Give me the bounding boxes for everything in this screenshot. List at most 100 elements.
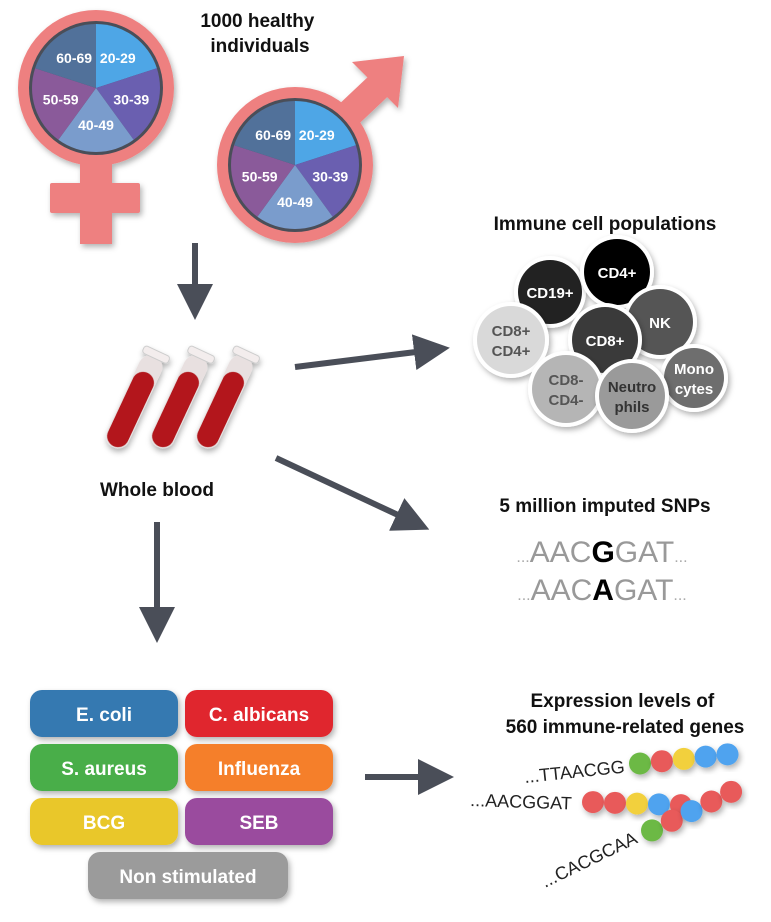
tube-blood xyxy=(197,371,245,448)
snp-sequence: ...AACGGAT... xyxy=(516,536,687,569)
expression-bead xyxy=(650,750,673,773)
age-label: 20-29 xyxy=(299,127,335,143)
pie-slice-20-29 xyxy=(295,101,356,165)
tube-blood xyxy=(152,371,200,448)
stimulus-label: Non stimulated xyxy=(119,867,256,888)
expression-bead xyxy=(716,743,739,766)
stimulus-pill xyxy=(185,690,333,737)
stimulus-label: Influenza xyxy=(218,759,301,780)
flow-arrows xyxy=(139,243,454,795)
stimulus-label: S. aureus xyxy=(61,759,147,780)
snp-part: GAT xyxy=(615,536,674,569)
snps-title: 5 million imputed SNPs xyxy=(499,496,710,517)
age-label: 50-59 xyxy=(43,91,79,107)
snp-part: G xyxy=(591,536,614,569)
stimulus-pill xyxy=(30,744,178,791)
cell-label: CD8+ xyxy=(492,323,531,340)
expression-bead xyxy=(700,790,723,813)
expression-bead xyxy=(694,745,717,768)
snp-part: ... xyxy=(673,587,686,604)
cell-body xyxy=(627,289,693,355)
arrow-blood-to-snps xyxy=(274,455,430,531)
stimulus-s-aureus: S. aureus xyxy=(30,744,178,791)
stimulus-c-albicans: C. albicans xyxy=(185,690,333,737)
immune-cell-cluster: CD19+ CD4+ NK CD8+ CD4+ CD8+ Mono cytes CD8- CD4-… xyxy=(473,235,728,433)
stimuli-buttons: E. coli C. albicans S. aureus Influenza BCG S… xyxy=(30,690,333,899)
tube-rim xyxy=(142,345,171,364)
stimulus-bcg: BCG xyxy=(30,798,178,845)
immune-cell: Mono cytes xyxy=(660,344,728,412)
expression-bead xyxy=(720,780,743,803)
immune-cell: Neutro phils xyxy=(595,359,669,433)
stimulus-label: E. coli xyxy=(76,705,132,726)
expression-bead xyxy=(672,747,695,770)
pie-slice-40-49 xyxy=(257,165,333,229)
cell-label: CD19+ xyxy=(526,285,573,302)
age-label: 40-49 xyxy=(277,194,313,210)
snp-part: A xyxy=(592,574,614,607)
expression-bead xyxy=(660,809,683,832)
tube-rim xyxy=(232,345,261,364)
snp-part: ... xyxy=(517,587,530,604)
snp-part: GAT xyxy=(614,574,673,607)
pie-slice-60-69 xyxy=(35,24,96,88)
immune-cell: CD8+ CD4+ xyxy=(473,302,549,378)
age-label: 60-69 xyxy=(255,127,291,143)
pie-slice-60-69 xyxy=(234,101,295,165)
gene-sequence: ...TTAACGG xyxy=(523,757,625,787)
cell-label: Mono xyxy=(674,361,714,378)
stimulus-label: C. albicans xyxy=(209,705,309,726)
gene-expression-sequences: ...TTAACGG ...AACGGAT ...CACGCAA xyxy=(470,743,743,892)
immune-cell: CD4+ xyxy=(580,235,654,309)
blood-tube xyxy=(106,345,171,449)
expression-bead xyxy=(629,752,651,775)
snp-part: ... xyxy=(674,549,687,566)
pie-slice-20-29 xyxy=(96,24,157,88)
expression-title: Expression levels of 560 immune-related … xyxy=(506,691,745,738)
gene-sequence: ...AACGGAT xyxy=(470,790,572,814)
tube-blood xyxy=(107,371,155,448)
cell-label: cytes xyxy=(675,381,713,398)
cell-label: Neutro xyxy=(608,379,656,396)
stimulus-pill xyxy=(30,798,178,845)
expression-bead xyxy=(641,819,663,842)
stimulus-non-stimulated: Non stimulated xyxy=(88,852,288,899)
stimulus-label: SEB xyxy=(239,813,278,834)
expression-bead xyxy=(625,792,648,815)
cell-label: CD8+ xyxy=(586,333,625,350)
whole-blood-label: Whole blood xyxy=(100,480,214,501)
stimulus-pill xyxy=(88,852,288,899)
expression-bead xyxy=(647,793,670,816)
stimulus-pill xyxy=(185,744,333,791)
stimulus-influenza: Influenza xyxy=(185,744,333,791)
cell-body xyxy=(532,355,600,423)
age-label: 40-49 xyxy=(78,117,114,133)
stimulus-e-coli: E. coli xyxy=(30,690,178,737)
immune-cell: CD8- CD4- xyxy=(528,351,604,427)
stimulus-label: BCG xyxy=(83,813,125,834)
expression-bead xyxy=(680,800,703,823)
tube-rim xyxy=(187,345,216,364)
gene-sequence: ...CACGCAA xyxy=(538,828,640,892)
female-age-pie: 20-29 30-39 40-49 50-59 60-69 xyxy=(29,21,163,155)
male-age-pie: 20-29 30-39 40-49 50-59 60-69 xyxy=(228,98,362,232)
pie-slice-40-49 xyxy=(58,88,134,152)
snp-part: AAC xyxy=(530,536,592,569)
pie-slice-50-59 xyxy=(231,145,295,217)
cell-label: CD4- xyxy=(548,392,583,409)
cell-body xyxy=(599,363,665,429)
expression-bead xyxy=(603,791,626,814)
blood-tubes-icon xyxy=(106,345,261,449)
cohort-title: 1000 healthy individuals xyxy=(200,11,319,57)
cell-label: CD4+ xyxy=(598,265,637,282)
cell-label: CD8- xyxy=(548,372,583,389)
stimulus-pill xyxy=(30,690,178,737)
blood-tube xyxy=(151,345,216,449)
gene-row: ...TTAACGG xyxy=(523,743,739,787)
pie-slice-30-39 xyxy=(295,145,359,217)
cell-label: CD4+ xyxy=(492,343,531,360)
snp-part: AAC xyxy=(531,574,593,607)
stimulus-pill xyxy=(185,798,333,845)
snp-sequences: ...AACGGAT......AACAGAT... xyxy=(516,536,687,607)
